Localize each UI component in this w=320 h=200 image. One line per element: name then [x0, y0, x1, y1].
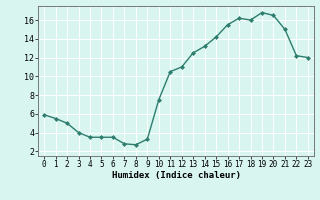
X-axis label: Humidex (Indice chaleur): Humidex (Indice chaleur) [111, 171, 241, 180]
